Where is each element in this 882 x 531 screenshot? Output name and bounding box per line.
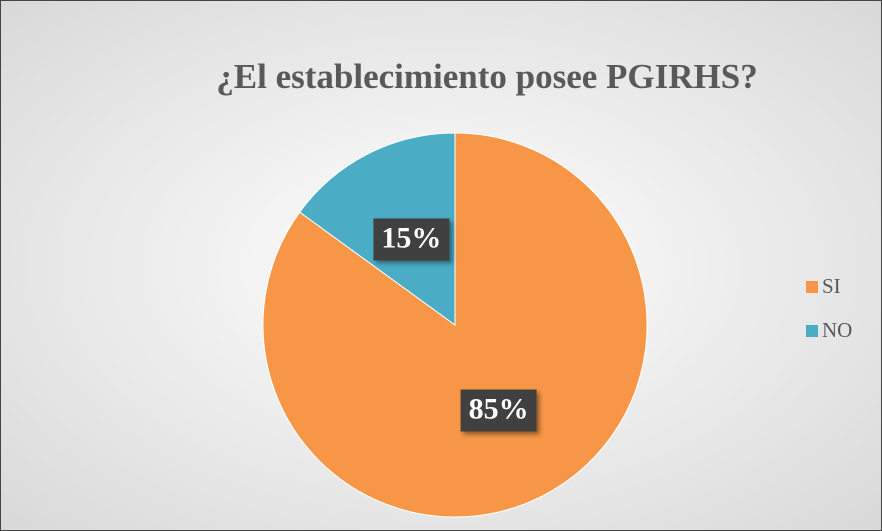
data-label: 15% [381,221,441,254]
data-label-box [460,389,537,432]
chart-title: ¿El establecimiento posee PGIRHS? [216,57,758,96]
legend-swatch [806,281,818,293]
legend-label: NO [822,318,852,342]
legend-label: SI [822,274,841,298]
legend-swatch [806,325,818,337]
data-label: 85% [469,392,529,425]
data-label-box [373,218,450,261]
